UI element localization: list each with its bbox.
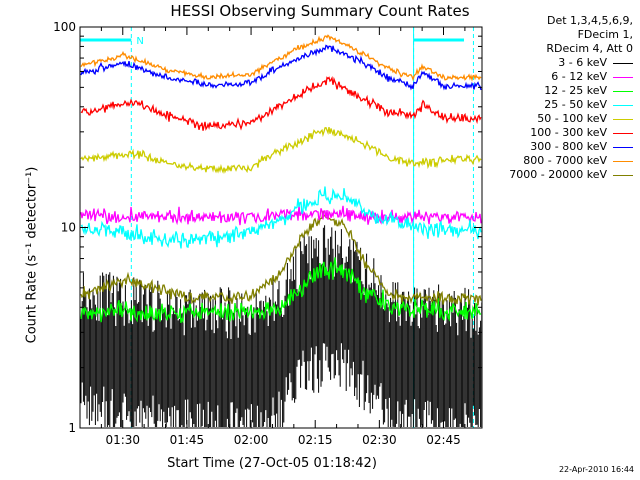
legend-swatch bbox=[613, 90, 633, 92]
series-line bbox=[80, 126, 482, 174]
series-line bbox=[80, 186, 482, 249]
legend-item: 300 - 800 keV bbox=[509, 140, 633, 154]
legend-item: 12 - 25 keV bbox=[509, 84, 633, 98]
legend-swatch bbox=[613, 174, 633, 176]
legend-swatch bbox=[613, 146, 633, 148]
legend-swatch bbox=[613, 104, 633, 106]
series-line bbox=[80, 76, 482, 131]
legend-label: 50 - 100 keV bbox=[537, 112, 607, 125]
series-line bbox=[80, 211, 482, 306]
detector-info-line: RDecim 4, Att 0 bbox=[546, 42, 633, 55]
legend-item: 3 - 6 keV bbox=[509, 56, 633, 70]
detector-info-line: FDecim 1, bbox=[577, 28, 633, 41]
legend: 3 - 6 keV 6 - 12 keV 12 - 25 keV 25 - 50 ke… bbox=[509, 56, 633, 182]
chart-title: HESSI Observing Summary Count Rates bbox=[170, 2, 470, 20]
legend-swatch bbox=[613, 62, 633, 64]
y-tick-label: 100 bbox=[53, 20, 76, 34]
y-tick-label: 10 bbox=[61, 221, 76, 235]
x-tick-label: 02:30 bbox=[362, 433, 397, 447]
legend-label: 25 - 50 keV bbox=[544, 98, 607, 111]
x-tick-label: 01:45 bbox=[170, 433, 205, 447]
legend-swatch bbox=[613, 160, 633, 162]
y-axis-label: Count Rate (s⁻¹ detector⁻¹) bbox=[24, 166, 40, 344]
x-tick-label: 01:30 bbox=[105, 433, 140, 447]
x-tick-label: 02:00 bbox=[234, 433, 269, 447]
series-line bbox=[80, 34, 482, 82]
legend-label: 800 - 7000 keV bbox=[523, 154, 607, 167]
legend-item: 800 - 7000 keV bbox=[509, 154, 633, 168]
legend-label: 3 - 6 keV bbox=[558, 56, 607, 69]
legend-swatch bbox=[613, 118, 633, 120]
legend-item: 6 - 12 keV bbox=[509, 70, 633, 84]
legend-item: 100 - 300 keV bbox=[509, 126, 633, 140]
legend-item: 25 - 50 keV bbox=[509, 98, 633, 112]
y-tick-label: 1 bbox=[68, 421, 76, 435]
series-line bbox=[80, 257, 482, 324]
legend-label: 6 - 12 keV bbox=[551, 70, 607, 83]
legend-label: 300 - 800 keV bbox=[530, 140, 607, 153]
legend-swatch bbox=[613, 132, 633, 134]
legend-item: 7000 - 20000 keV bbox=[509, 168, 633, 182]
series-line bbox=[80, 225, 483, 427]
legend-label: 12 - 25 keV bbox=[544, 84, 607, 97]
x-tick-label: 02:15 bbox=[298, 433, 333, 447]
x-tick-label: 02:45 bbox=[426, 433, 461, 447]
legend-label: 7000 - 20000 keV bbox=[509, 168, 607, 181]
series-line bbox=[80, 44, 482, 91]
series-line bbox=[80, 205, 482, 226]
render-timestamp: 22-Apr-2010 16:44 bbox=[558, 465, 634, 474]
detector-info-line: Det 1,3,4,5,6,9, bbox=[546, 14, 633, 27]
legend-label: 100 - 300 keV bbox=[530, 126, 607, 139]
legend-item: 50 - 100 keV bbox=[509, 112, 633, 126]
detector-info: Det 1,3,4,5,6,9, FDecim 1, RDecim 4, Att… bbox=[546, 14, 633, 56]
legend-swatch bbox=[613, 76, 633, 78]
flag-label: N bbox=[136, 36, 143, 47]
x-axis-label: Start Time (27-Oct-05 01:18:42) bbox=[167, 456, 377, 471]
